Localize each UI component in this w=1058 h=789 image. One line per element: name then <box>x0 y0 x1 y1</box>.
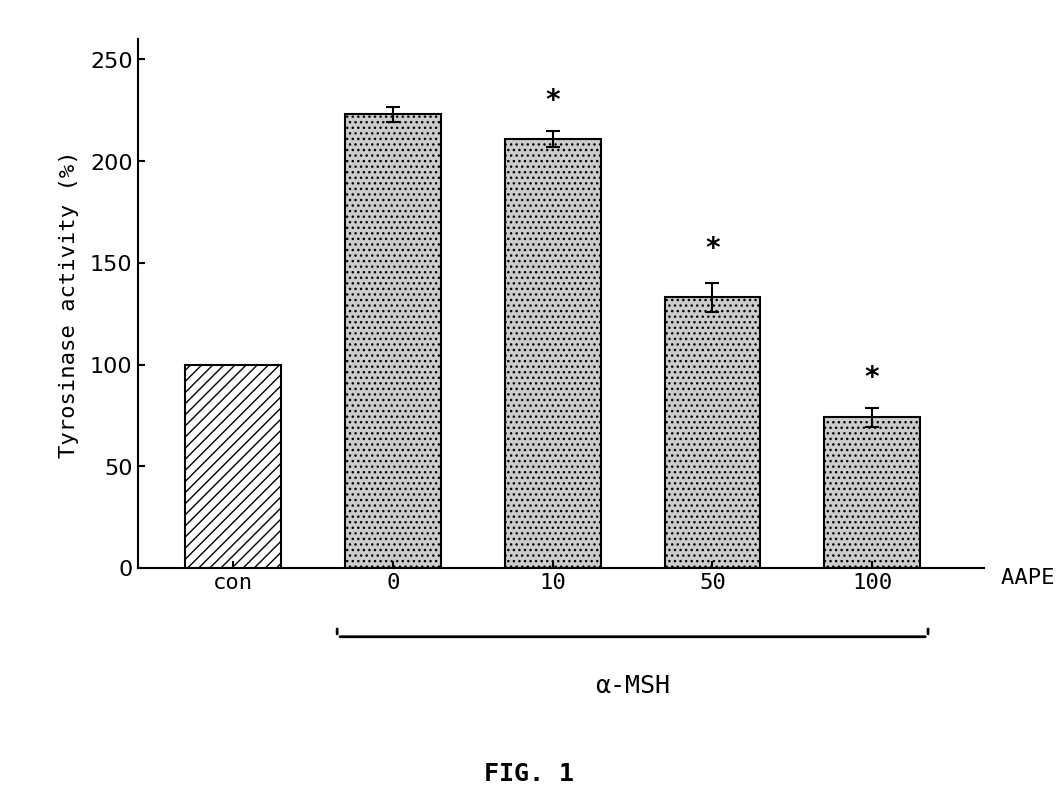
Bar <box>505 139 601 568</box>
Bar <box>824 417 920 568</box>
Text: AAPE (%): AAPE (%) <box>1001 568 1058 588</box>
Bar <box>345 114 441 568</box>
Bar <box>185 365 281 568</box>
Text: FIG. 1: FIG. 1 <box>484 762 574 786</box>
Bar <box>664 297 761 568</box>
Text: *: * <box>704 235 720 263</box>
Text: *: * <box>545 87 561 114</box>
Text: *: * <box>863 365 880 392</box>
Text: α-MSH: α-MSH <box>595 674 670 697</box>
Y-axis label: Tyrosinase activity (%): Tyrosinase activity (%) <box>59 150 79 458</box>
